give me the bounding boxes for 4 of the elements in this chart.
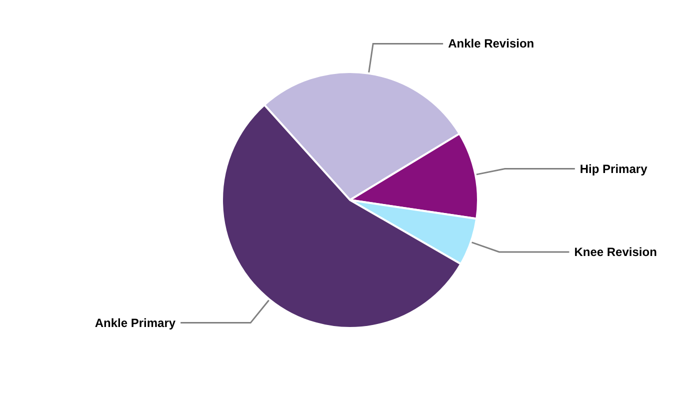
slice-label: Ankle Primary <box>94 316 176 330</box>
slice-label: Hip Primary <box>580 162 648 176</box>
slice-label: Ankle Revision <box>448 36 534 51</box>
slice-label: Knee Revision <box>574 244 657 259</box>
